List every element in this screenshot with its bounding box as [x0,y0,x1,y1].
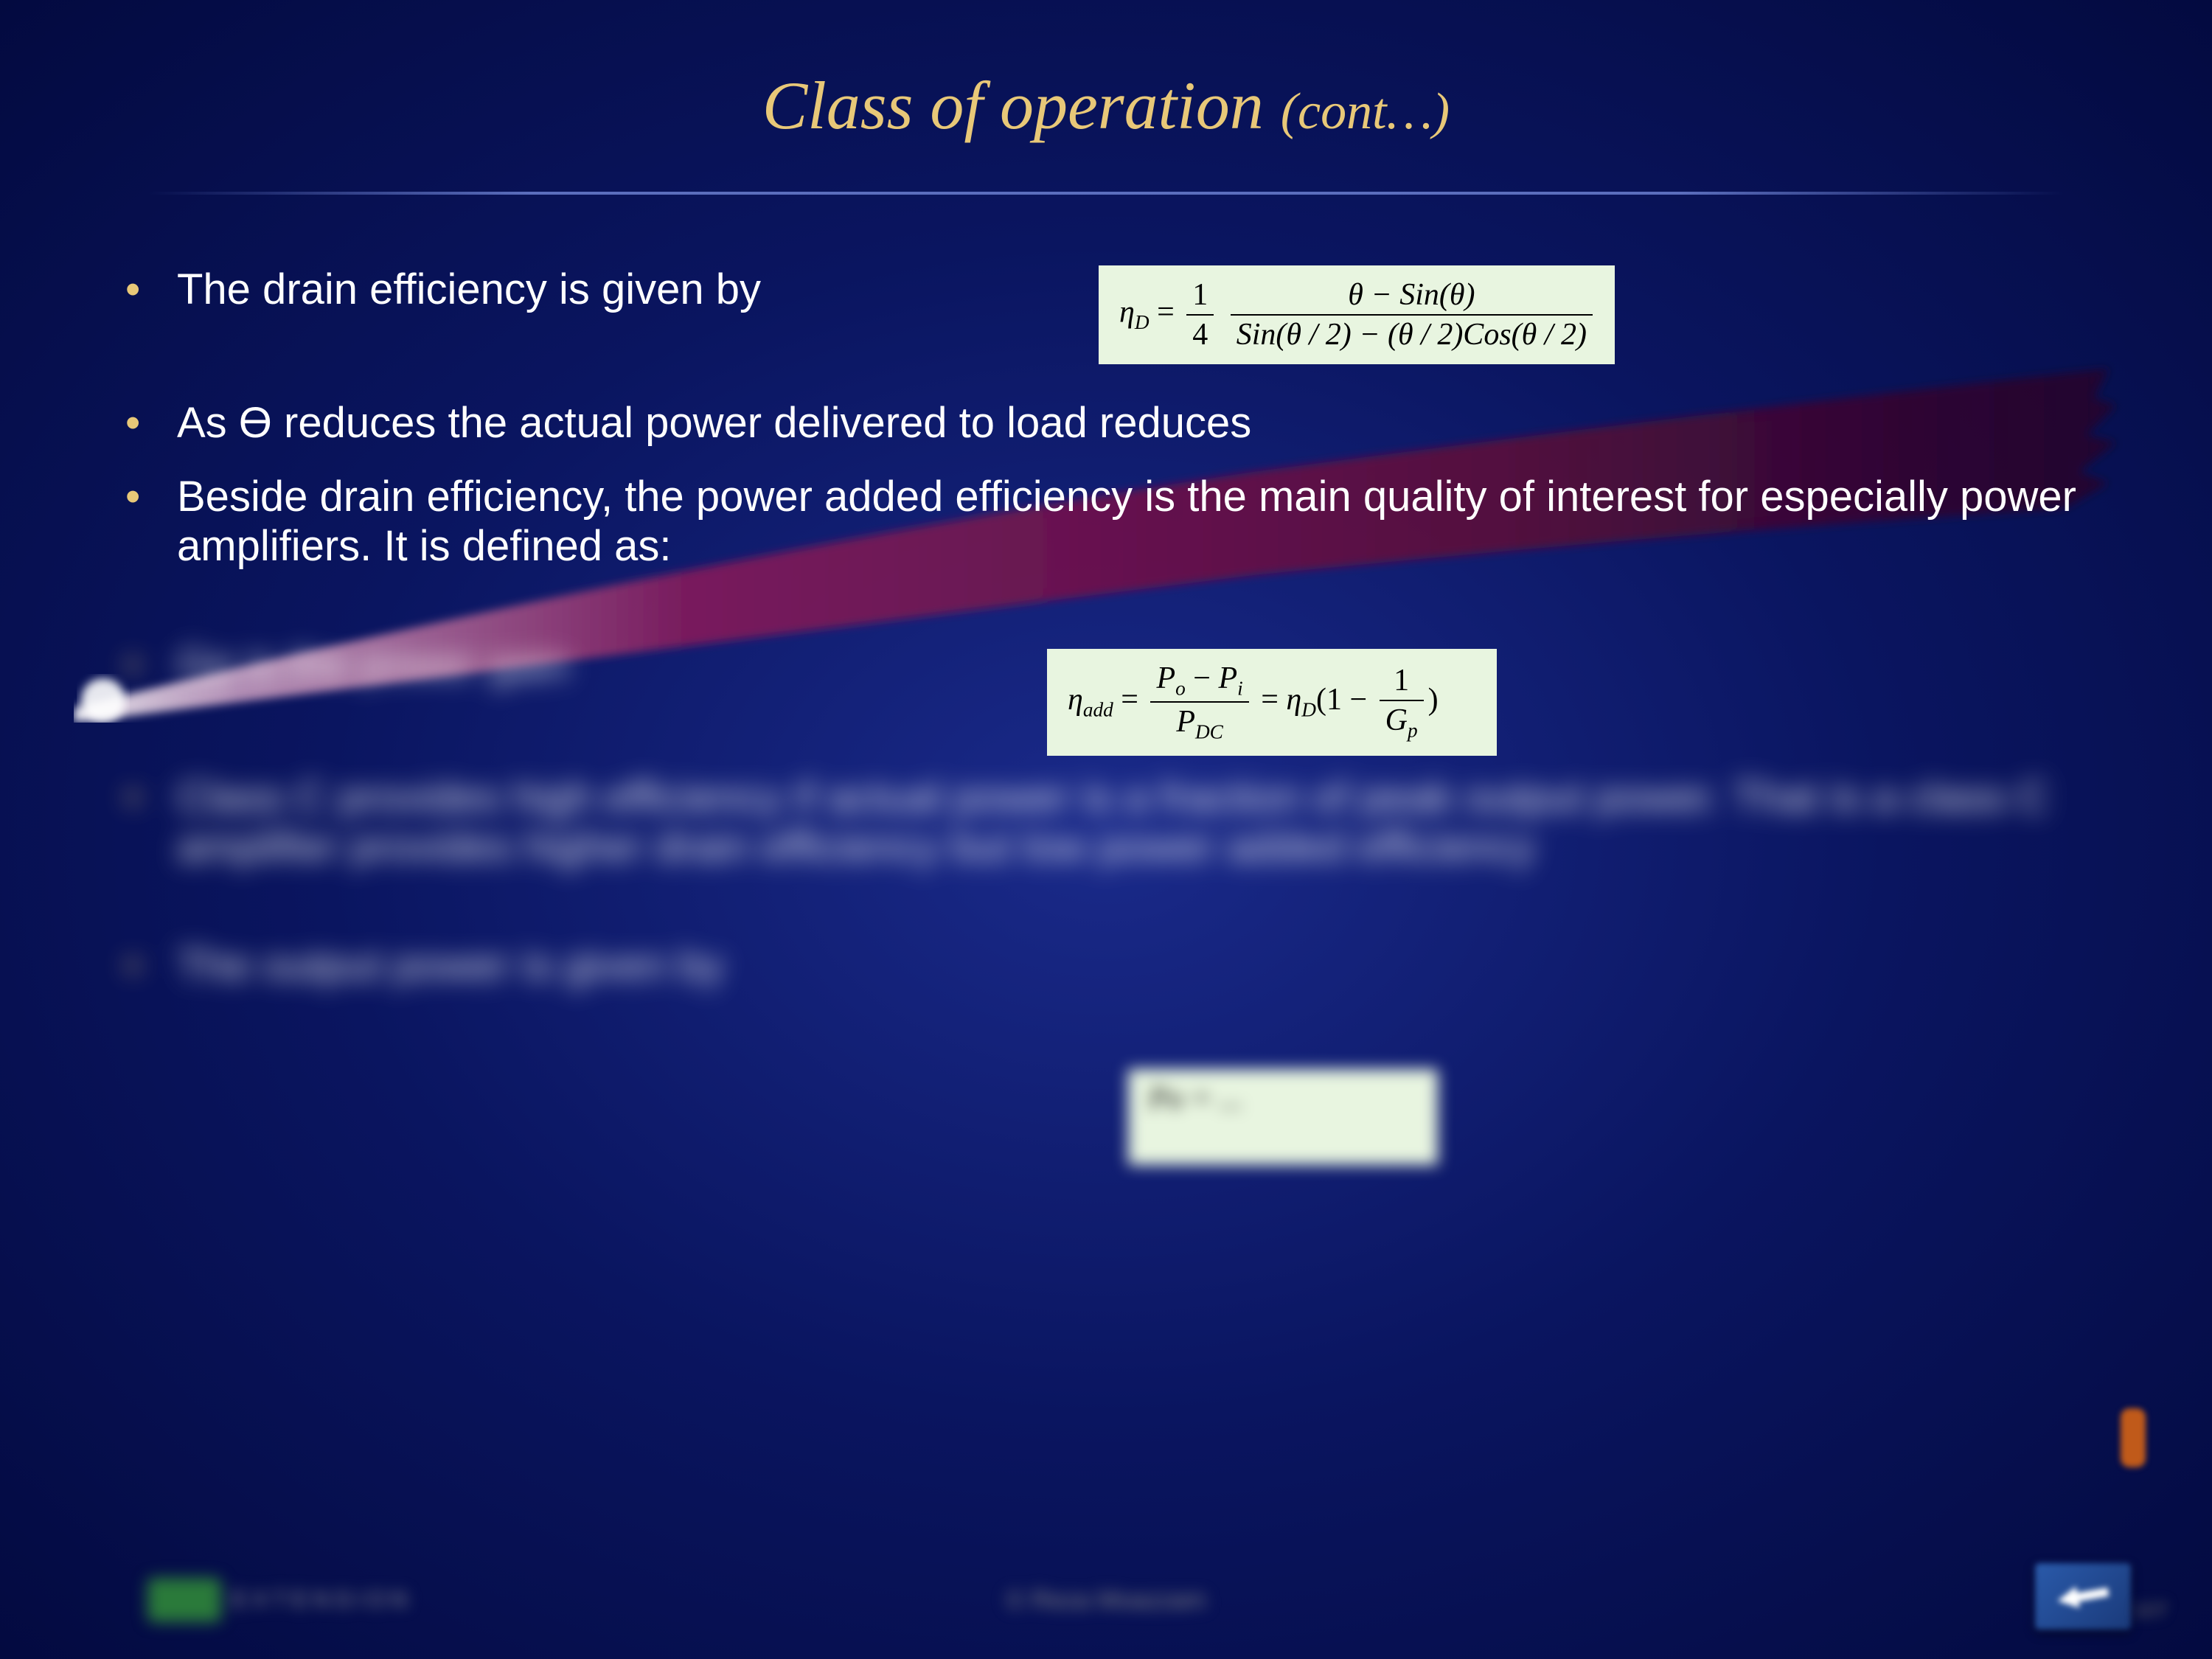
eq-fraction: θ − Sin(θ) Sin(θ / 2) − (θ / 2)Cos(θ / 2… [1231,277,1593,352]
title-main: Class of operation [762,68,1281,143]
footer-copyright: © Reza Moazzam [1006,1586,1206,1615]
side-marker-icon [2121,1408,2146,1467]
bullet-text: The drain efficiency is given by [177,265,761,313]
eq-subscript: D [1135,311,1150,333]
eq-symbol: η [1119,296,1135,330]
bullet-item: As Ө reduces the actual power delivered … [118,399,2109,448]
eq-denominator: 4 [1186,316,1214,352]
equation-power-added-efficiency: ηadd = Po − Pi PDC = ηD(1 − 1 Gp ) [1047,649,1497,756]
eq-symbol: η [1068,683,1083,717]
footer-logo-right [2035,1563,2131,1630]
eq-fraction: 1 4 [1186,277,1214,352]
bullet-item-blurred: The output power is given by [118,942,2109,991]
equation-drain-efficiency: ηD = 1 4 θ − Sin(θ) Sin(θ / 2) − (θ / 2)… [1099,265,1615,364]
bullet-list: As Ө reduces the actual power delivered … [118,399,2109,571]
eq-subscript: add [1083,698,1113,720]
bullet-list: Class C provides high efficiency if actu… [118,773,2109,872]
bullet-text: Class C provides high efficiency if actu… [177,773,2048,871]
slide-body: The drain efficiency is given by As Ө re… [118,265,2109,1016]
eq-placeholder: Po = ... [1149,1082,1243,1116]
eq-subscript: D [1301,698,1316,720]
eq-denominator: Gp [1380,701,1424,742]
bullet-text: As Ө reduces the actual power delivered … [177,399,1251,447]
eq-denominator: PDC [1150,703,1248,743]
slide-title: Class of operation (cont…) [0,66,2212,145]
eq-numerator: Po − Pi [1150,661,1248,703]
bullet-item-blurred: Class C provides high efficiency if actu… [118,773,2109,872]
bullet-item: Beside drain efficiency, the power added… [118,473,2109,571]
eq-fraction: 1 Gp [1380,663,1424,742]
bullet-text: Beside drain efficiency, the power added… [177,473,2076,570]
eq-numerator: θ − Sin(θ) [1231,277,1593,316]
slide-footer: EXTENSION © Reza Moazzam 107 [0,1534,2212,1622]
eq-denominator: Sin(θ / 2) − (θ / 2)Cos(θ / 2) [1231,316,1593,352]
footer-page-number: 107 [2133,1599,2168,1622]
eq-numerator: 1 [1380,663,1424,701]
bullet-text: Gp is the power gain [177,641,569,689]
eq-fraction: Po − Pi PDC [1150,661,1248,744]
footer-left-text: EXTENSION [232,1587,412,1613]
eq-numerator: 1 [1186,277,1214,316]
equation-output-power-blurred: Po = ... [1128,1069,1438,1165]
bullet-list: The output power is given by [118,942,2109,991]
eq-symbol: η [1286,683,1301,717]
bullet-text: The output power is given by [177,942,724,990]
title-underline [147,192,2065,195]
logo-icon [147,1578,221,1622]
title-cont: (cont…) [1281,83,1450,140]
footer-logo-left: EXTENSION [147,1578,428,1622]
